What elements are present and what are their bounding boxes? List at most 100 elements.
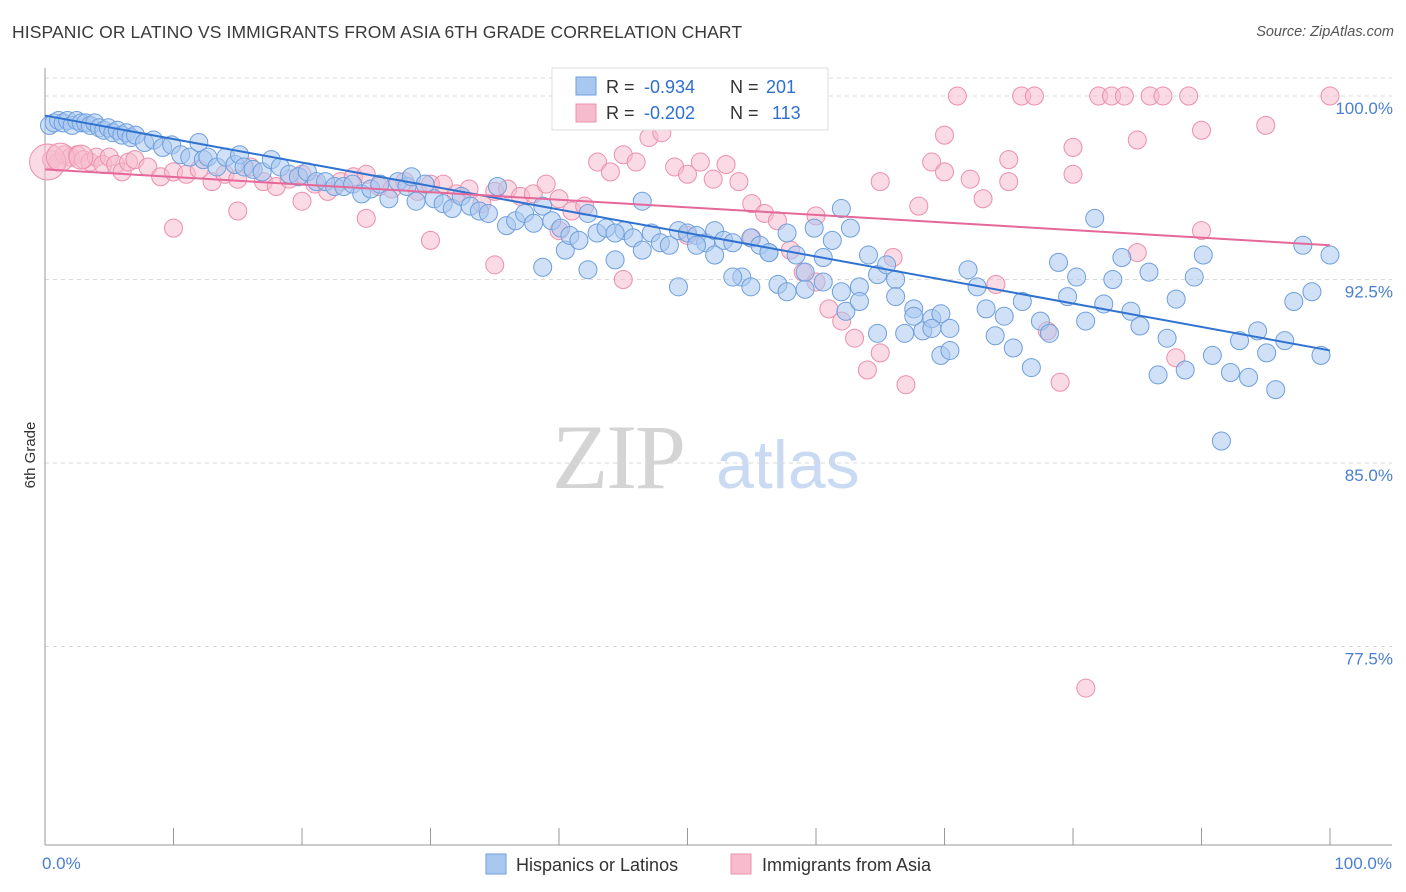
hispanics-point: [1157, 328, 1177, 348]
hispanics-point: [1202, 345, 1222, 365]
hispanics-point: [804, 218, 824, 238]
legend-n-value-2: 113: [772, 103, 801, 123]
hispanics-point: [1085, 208, 1105, 228]
hispanics-point: [840, 218, 860, 238]
hispanics-point: [904, 306, 924, 326]
y-tick-labels: 77.5% 85.0% 92.5% 100.0%: [1335, 99, 1393, 669]
immigrants-asia-point: [1192, 120, 1211, 140]
immigrants-asia-point: [935, 162, 954, 182]
hispanics-point: [578, 260, 598, 280]
hispanics-point: [786, 245, 806, 265]
trend-line-hispanics: [44, 114, 1331, 352]
hispanics-point: [605, 250, 625, 270]
hispanics-point: [1293, 235, 1313, 255]
immigrants-asia-point: [356, 208, 376, 228]
hispanics-point: [1067, 267, 1087, 287]
immigrants-asia-point: [857, 360, 877, 380]
immigrants-asia-point: [1320, 86, 1340, 106]
hispanics-point: [1320, 245, 1340, 265]
legend-n-value-1: 201: [766, 77, 796, 97]
hispanics-point: [1139, 262, 1159, 282]
hispanics-point: [605, 223, 625, 243]
immigrants-asia-point: [292, 191, 312, 211]
immigrants-asia-point: [588, 152, 608, 172]
immigrants-asia-point: [600, 162, 620, 182]
hispanics-point: [524, 213, 544, 233]
hispanics-point: [1021, 358, 1041, 378]
hispanics-point: [849, 292, 869, 312]
immigrants-asia-point: [690, 152, 710, 172]
hispanics-point: [940, 340, 960, 360]
hispanics-point: [1230, 331, 1250, 351]
immigrants-asia-point: [1192, 221, 1211, 241]
immigrants-asia-point: [1256, 115, 1276, 135]
hispanics-point: [1039, 323, 1059, 343]
immigrants-asia-point: [1179, 86, 1199, 106]
hispanics-point: [1311, 345, 1331, 365]
immigrants-asia-point: [870, 172, 890, 192]
legend-r-label-1: R =: [606, 77, 635, 97]
hispanics-point: [858, 245, 878, 265]
immigrants-asia-point: [678, 164, 697, 184]
series-immigrants-asia-points: [29, 86, 1340, 698]
hispanics-point: [922, 318, 942, 338]
immigrants-asia-point: [1076, 678, 1096, 698]
bottom-legend-swatch-pink: [730, 853, 752, 875]
immigrants-asia-point: [1050, 372, 1070, 392]
hispanics-point: [1003, 338, 1023, 358]
hispanics-point: [1248, 321, 1268, 341]
hispanics-point: [1257, 343, 1277, 363]
hispanics-point: [1148, 365, 1168, 385]
immigrants-asia-point: [896, 375, 916, 395]
immigrants-asia-point: [613, 270, 633, 289]
y-axis-label: 6th Grade: [22, 422, 39, 489]
series-hispanics-points: [40, 110, 1340, 451]
hispanics-point: [813, 272, 833, 292]
hispanics-point: [632, 191, 652, 211]
hispanics-point: [822, 230, 842, 250]
legend-box: [551, 67, 829, 131]
immigrants-asia-point: [716, 155, 736, 175]
trend-line-immigrants-asia: [44, 168, 1331, 247]
immigrants-asia-point: [1024, 86, 1044, 106]
immigrants-asia-point: [742, 194, 762, 214]
hispanics-point: [940, 318, 960, 338]
y-tick-label-3: 100.0%: [1335, 99, 1393, 118]
hispanics-point: [1211, 431, 1231, 451]
hispanics-point: [668, 277, 688, 297]
immigrants-asia-point: [1127, 130, 1147, 150]
hispanics-point: [976, 299, 996, 319]
legend-n-label-1: N =: [730, 77, 759, 97]
hispanics-point: [994, 306, 1014, 326]
legend-r-value-2: -0.202: [644, 103, 695, 123]
y-tick-label-2: 92.5%: [1345, 283, 1393, 302]
hispanics-point: [1239, 367, 1259, 387]
immigrants-asia-point: [228, 201, 248, 221]
hispanics-point: [632, 240, 652, 260]
hispanics-point: [533, 257, 553, 277]
hispanics-point: [836, 301, 856, 321]
immigrants-asia-point: [870, 343, 890, 363]
immigrants-asia-point: [935, 125, 954, 145]
hispanics-point: [1112, 247, 1132, 267]
immigrants-asia-point: [960, 169, 980, 189]
hispanics-point: [1166, 289, 1186, 309]
bottom-legend-label-hispanics: Hispanics or Latinos: [516, 855, 678, 875]
x-tick-label-max: 100.0%: [1334, 854, 1392, 873]
hispanics-point: [1184, 267, 1204, 287]
hispanics-point: [1012, 292, 1032, 312]
immigrants-asia-point: [164, 218, 183, 238]
watermark-zip: ZIP: [552, 406, 684, 508]
hispanics-point: [886, 287, 906, 307]
hispanics-point: [741, 277, 761, 297]
y-tick-label-0: 77.5%: [1345, 650, 1393, 669]
immigrants-asia-point: [947, 86, 967, 106]
hispanics-point: [795, 279, 815, 299]
immigrants-asia-point: [1114, 86, 1134, 106]
hispanics-point: [487, 177, 507, 197]
hispanics-point: [1284, 292, 1304, 312]
legend-swatch-pink: [575, 103, 597, 123]
hispanics-point: [1076, 311, 1096, 331]
hispanics-point: [379, 189, 399, 209]
immigrants-asia-point: [1063, 137, 1083, 157]
